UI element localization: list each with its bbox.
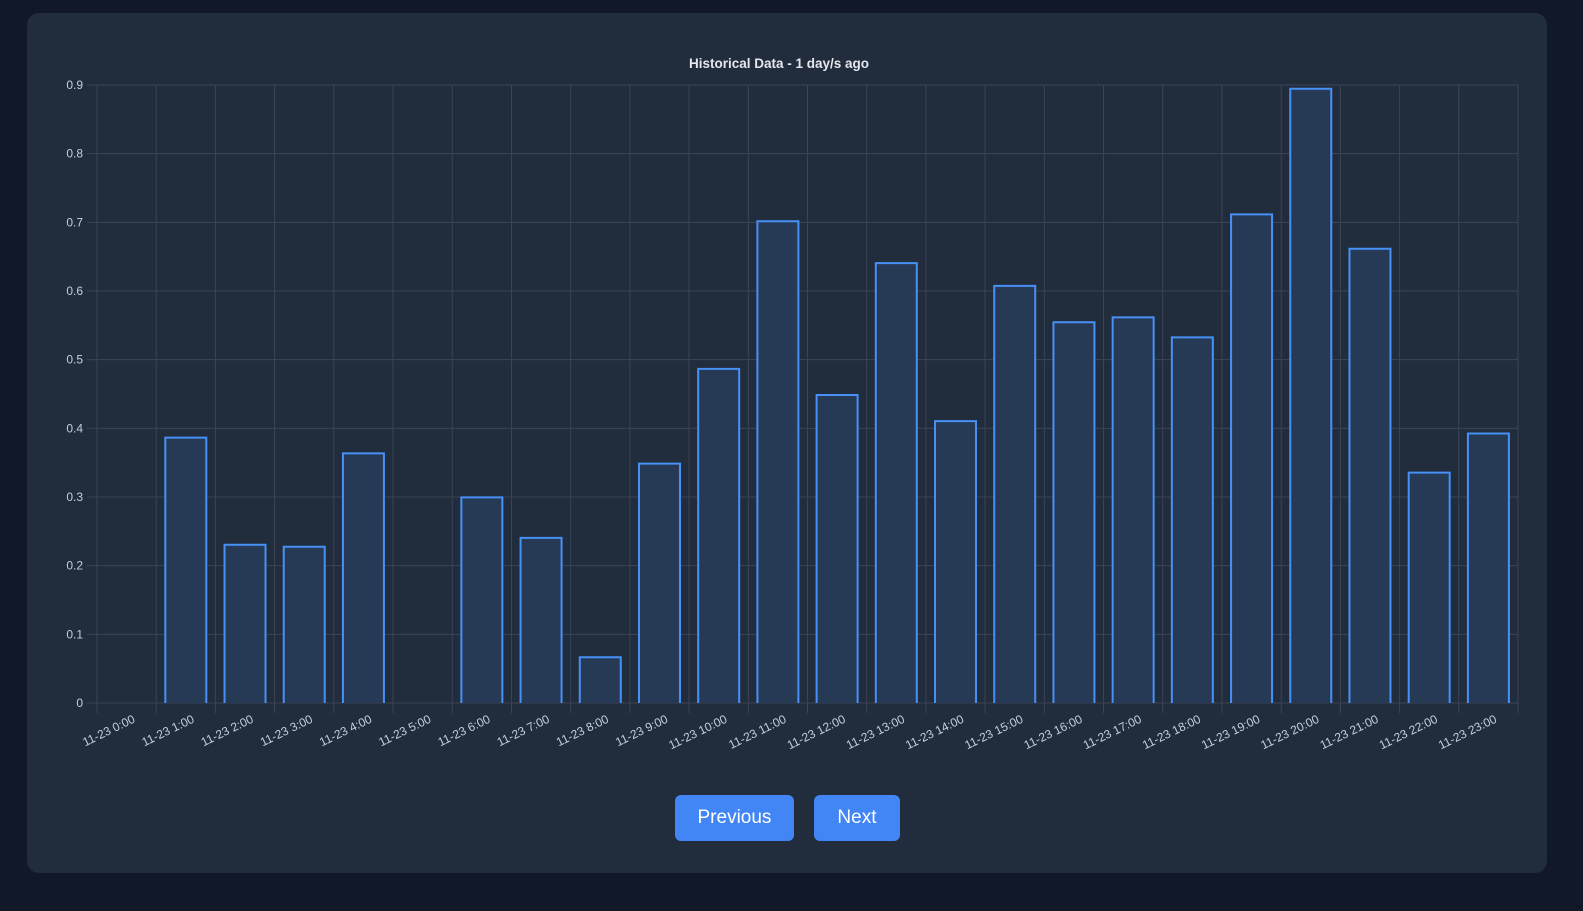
svg-text:11-23 17:00: 11-23 17:00: [1081, 712, 1144, 752]
x-tick-label: 11-23 7:00: [495, 712, 552, 749]
chart-bar: [1052, 321, 1096, 703]
svg-text:11-23 0:00: 11-23 0:00: [80, 712, 137, 749]
x-tick-label: 11-23 4:00: [317, 712, 374, 749]
svg-text:11-23 8:00: 11-23 8:00: [554, 712, 611, 749]
chart-bar: [1348, 247, 1392, 703]
x-tick-label: 11-23 11:00: [726, 712, 788, 752]
svg-text:11-23 23:00: 11-23 23:00: [1436, 712, 1499, 752]
svg-text:11-23 11:00: 11-23 11:00: [726, 712, 788, 752]
x-tick-label: 11-23 21:00: [1318, 712, 1381, 752]
chart-bar: [578, 656, 622, 703]
chart-bar: [1466, 432, 1510, 703]
y-tick-label: 0.2: [66, 559, 83, 573]
chart-bar: [1230, 213, 1274, 703]
chart-bar: [164, 436, 208, 703]
svg-text:11-23 14:00: 11-23 14:00: [903, 712, 966, 752]
y-tick-label: 0.5: [66, 353, 83, 367]
svg-text:11-23 20:00: 11-23 20:00: [1258, 712, 1321, 752]
chart-bar: [223, 543, 267, 703]
svg-text:11-23 1:00: 11-23 1:00: [139, 712, 196, 749]
chart-card: Historical Data - 1 day/s ago 0 0.1 0.2 0.3…: [27, 13, 1547, 873]
previous-button[interactable]: Previous: [674, 795, 795, 841]
svg-text:11-23 12:00: 11-23 12:00: [785, 712, 848, 752]
svg-text:11-23 6:00: 11-23 6:00: [436, 712, 493, 749]
next-button[interactable]: Next: [814, 795, 900, 841]
svg-text:11-23 15:00: 11-23 15:00: [962, 712, 1025, 752]
x-tick-label: 11-23 19:00: [1199, 712, 1262, 752]
x-tick-label: 11-23 17:00: [1081, 712, 1144, 752]
svg-text:11-23 19:00: 11-23 19:00: [1199, 712, 1262, 752]
y-tick-label: 0.8: [66, 147, 83, 161]
chart-bar: [874, 262, 918, 703]
x-tick-label: 11-23 20:00: [1258, 712, 1321, 752]
chart-gridlines: [87, 84, 1519, 713]
svg-text:11-23 5:00: 11-23 5:00: [376, 712, 433, 749]
chart-bars: [164, 87, 1510, 703]
chart-bar: [756, 220, 800, 703]
y-tick-label: 0.6: [66, 284, 83, 298]
chart-bar: [460, 496, 504, 703]
historical-data-chart: Historical Data - 1 day/s ago 0 0.1 0.2 0.3…: [66, 56, 1519, 752]
svg-text:11-23 21:00: 11-23 21:00: [1318, 712, 1381, 752]
y-tick-label: 0.3: [66, 490, 83, 504]
svg-text:11-23 3:00: 11-23 3:00: [258, 712, 315, 749]
y-tick-label: 0.4: [66, 421, 83, 435]
x-tick-label: 11-23 9:00: [613, 712, 670, 749]
chart-bar: [341, 452, 385, 703]
svg-text:11-23 4:00: 11-23 4:00: [317, 712, 374, 749]
y-tick-label: 0.1: [66, 627, 83, 641]
x-tick-label: 11-23 22:00: [1377, 712, 1440, 752]
svg-text:11-23 22:00: 11-23 22:00: [1377, 712, 1440, 752]
x-tick-label: 11-23 15:00: [962, 712, 1025, 752]
y-tick-label: 0: [76, 696, 83, 710]
x-tick-label: 11-23 12:00: [785, 712, 848, 752]
svg-text:11-23 9:00: 11-23 9:00: [613, 712, 670, 749]
x-tick-label: 11-23 18:00: [1140, 712, 1203, 752]
x-tick-label: 11-23 5:00: [376, 712, 433, 749]
x-tick-label: 11-23 8:00: [554, 712, 611, 749]
svg-text:11-23 13:00: 11-23 13:00: [844, 712, 907, 752]
x-tick-label: 11-23 0:00: [80, 712, 137, 749]
svg-text:11-23 7:00: 11-23 7:00: [495, 712, 552, 749]
svg-text:11-23 16:00: 11-23 16:00: [1022, 712, 1085, 752]
chart-bar: [282, 545, 326, 703]
x-tick-label: 11-23 16:00: [1022, 712, 1085, 752]
x-tick-label: 11-23 2:00: [199, 712, 256, 749]
x-tick-label: 11-23 1:00: [139, 712, 196, 749]
chart-bar: [934, 420, 978, 703]
chart-bar: [1407, 471, 1451, 703]
svg-text:11-23 2:00: 11-23 2:00: [199, 712, 256, 749]
x-tick-label: 11-23 3:00: [258, 712, 315, 749]
x-tick-label: 11-23 10:00: [666, 712, 729, 752]
chart-bar: [1289, 87, 1333, 703]
x-tick-label: 11-23 6:00: [436, 712, 493, 749]
y-tick-label: 0.7: [66, 215, 83, 229]
chart-bar: [697, 367, 741, 703]
chart-bar: [1111, 316, 1155, 703]
chart-bar: [993, 284, 1037, 703]
svg-text:11-23 10:00: 11-23 10:00: [666, 712, 729, 752]
pagination-controls: Previous Next: [27, 795, 1547, 841]
svg-text:11-23 18:00: 11-23 18:00: [1140, 712, 1203, 752]
chart-bar: [637, 462, 681, 703]
chart-bar: [519, 536, 563, 703]
chart-title: Historical Data - 1 day/s ago: [689, 56, 869, 71]
y-tick-label: 0.9: [66, 78, 83, 92]
chart-bar: [815, 394, 859, 703]
x-tick-label: 11-23 23:00: [1436, 712, 1499, 752]
chart-bar: [1170, 336, 1214, 703]
x-tick-label: 11-23 13:00: [844, 712, 907, 752]
x-tick-label: 11-23 14:00: [903, 712, 966, 752]
